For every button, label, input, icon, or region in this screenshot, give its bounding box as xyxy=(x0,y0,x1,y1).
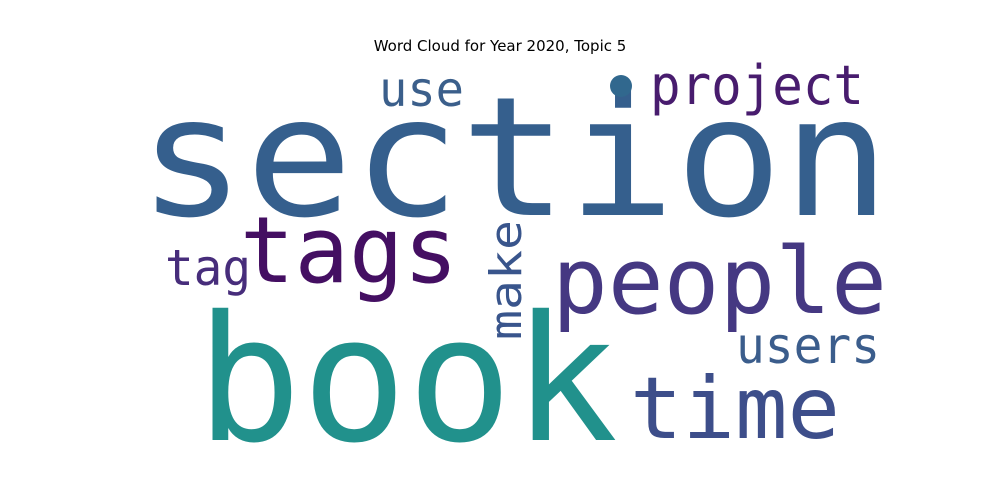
word-section: section xyxy=(138,62,890,255)
word-project: project xyxy=(650,54,864,117)
word-make: make xyxy=(481,220,532,340)
word-use: use xyxy=(379,62,464,118)
word-book: book xyxy=(196,279,618,482)
word-users: users xyxy=(736,317,880,375)
word-time: time xyxy=(630,359,840,459)
word-tags: tags xyxy=(240,197,458,304)
word-tag: tag xyxy=(165,239,251,297)
dot-mark xyxy=(610,75,632,97)
word-people: people xyxy=(552,228,887,335)
chart-title: Word Cloud for Year 2020, Topic 5 xyxy=(373,37,627,55)
